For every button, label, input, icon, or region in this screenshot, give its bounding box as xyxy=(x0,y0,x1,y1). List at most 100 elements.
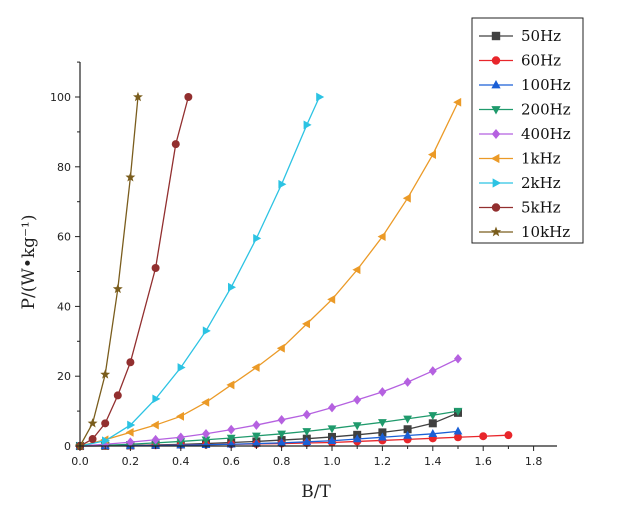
legend-item: 200Hz xyxy=(479,101,571,119)
data-point xyxy=(201,397,210,407)
data-point xyxy=(327,295,336,304)
data-point xyxy=(403,377,412,387)
data-point xyxy=(377,232,386,241)
data-point xyxy=(176,438,186,447)
data-point xyxy=(202,326,211,336)
legend-item: 5kHz xyxy=(479,199,561,217)
data-point xyxy=(126,437,135,447)
x-tick-label: 1.8 xyxy=(525,455,543,468)
legend-item: 10kHz xyxy=(479,223,570,241)
legend-label: 1kHz xyxy=(521,150,561,168)
legend-label: 50Hz xyxy=(521,27,561,45)
legend-label: 200Hz xyxy=(521,101,571,119)
data-point xyxy=(352,422,362,431)
legend-item: 60Hz xyxy=(479,52,561,70)
legend-swatch-marker xyxy=(490,226,502,237)
data-point xyxy=(352,265,361,275)
y-tick-label: 20 xyxy=(57,370,71,383)
legend-label: 400Hz xyxy=(521,125,571,143)
series-line xyxy=(79,96,139,447)
data-point xyxy=(227,424,236,435)
plot-area xyxy=(75,91,513,451)
legend-label: 60Hz xyxy=(521,52,561,70)
data-point xyxy=(453,407,463,416)
legend-label: 10kHz xyxy=(521,223,570,241)
data-point xyxy=(453,97,462,107)
series-1kHz xyxy=(75,97,462,451)
legend-swatch-marker xyxy=(491,203,501,212)
legend-item: 100Hz xyxy=(479,76,571,94)
legend-label: 100Hz xyxy=(521,76,571,94)
data-point xyxy=(453,426,463,435)
data-point xyxy=(171,140,180,149)
data-point xyxy=(228,282,236,292)
legend-item: 1kHz xyxy=(479,150,561,168)
legend-box xyxy=(471,17,584,244)
x-tick-label: 0.4 xyxy=(172,455,190,468)
legend: 50Hz 60Hz 100Hz 200Hz 400Hz 1kHz 2kHz 5kHz 10kHz xyxy=(471,17,584,244)
data-point xyxy=(378,419,387,428)
data-point xyxy=(177,363,186,372)
data-point xyxy=(202,428,210,439)
data-point xyxy=(277,430,286,439)
legend-swatch-marker xyxy=(490,153,500,164)
data-point xyxy=(504,431,513,440)
legend-item: 2kHz xyxy=(479,174,561,192)
data-point xyxy=(302,409,311,420)
x-tick-label: 0.2 xyxy=(122,455,140,468)
legend-item: 50Hz xyxy=(479,27,561,45)
data-point xyxy=(176,411,184,421)
y-tick-label: 80 xyxy=(57,161,71,174)
data-point xyxy=(302,428,312,437)
data-point xyxy=(428,412,438,421)
data-point xyxy=(328,402,336,413)
x-tick-label: 1.0 xyxy=(323,455,341,468)
data-point xyxy=(428,366,437,376)
data-point xyxy=(152,394,161,404)
data-point xyxy=(378,387,387,397)
x-tick-label: 1.2 xyxy=(374,455,392,468)
legend-items: 50Hz 60Hz 100Hz 200Hz 400Hz 1kHz 2kHz 5kHz 10kHz xyxy=(479,27,571,241)
series-5kHz xyxy=(76,93,193,450)
y-ticks: 0 20 40 60 80 100 xyxy=(50,61,80,453)
data-point xyxy=(454,433,462,442)
data-point xyxy=(184,93,193,101)
legend-label: 5kHz xyxy=(521,199,561,217)
x-axis-title: B/T xyxy=(301,482,331,502)
legend-swatch-marker xyxy=(491,56,501,65)
data-point xyxy=(454,353,462,364)
axes xyxy=(79,62,557,447)
x-tick-label: 0.8 xyxy=(273,455,291,468)
data-point xyxy=(88,435,97,444)
legend-label: 2kHz xyxy=(521,174,561,192)
x-tick-label: 0.0 xyxy=(71,455,89,468)
x-tick-label: 1.6 xyxy=(474,455,492,468)
data-point xyxy=(127,420,136,430)
data-point xyxy=(226,380,235,390)
data-point xyxy=(378,432,387,441)
data-point xyxy=(252,438,261,447)
data-point xyxy=(113,391,122,400)
y-tick-label: 40 xyxy=(57,300,71,313)
y-tick-label: 100 xyxy=(50,91,71,104)
y-axis-title: P/(W•kg⁻¹) xyxy=(19,215,39,310)
series-line xyxy=(79,358,459,447)
y-tick-label: 60 xyxy=(57,231,71,244)
data-point xyxy=(277,415,286,425)
data-point xyxy=(251,363,260,372)
data-point xyxy=(151,434,160,445)
data-point xyxy=(303,120,312,130)
data-point xyxy=(125,172,136,182)
data-point xyxy=(176,432,185,443)
data-point xyxy=(428,150,436,159)
legend-item: 400Hz xyxy=(479,125,571,143)
data-point xyxy=(150,420,159,430)
x-tick-label: 1.4 xyxy=(424,455,442,468)
data-point xyxy=(253,233,262,243)
data-point xyxy=(133,91,143,102)
data-point xyxy=(102,436,110,446)
legend-swatch-marker xyxy=(492,178,502,188)
legend-swatch-marker xyxy=(491,31,501,41)
data-point xyxy=(112,283,123,294)
x-tick-label: 0.6 xyxy=(222,455,240,468)
